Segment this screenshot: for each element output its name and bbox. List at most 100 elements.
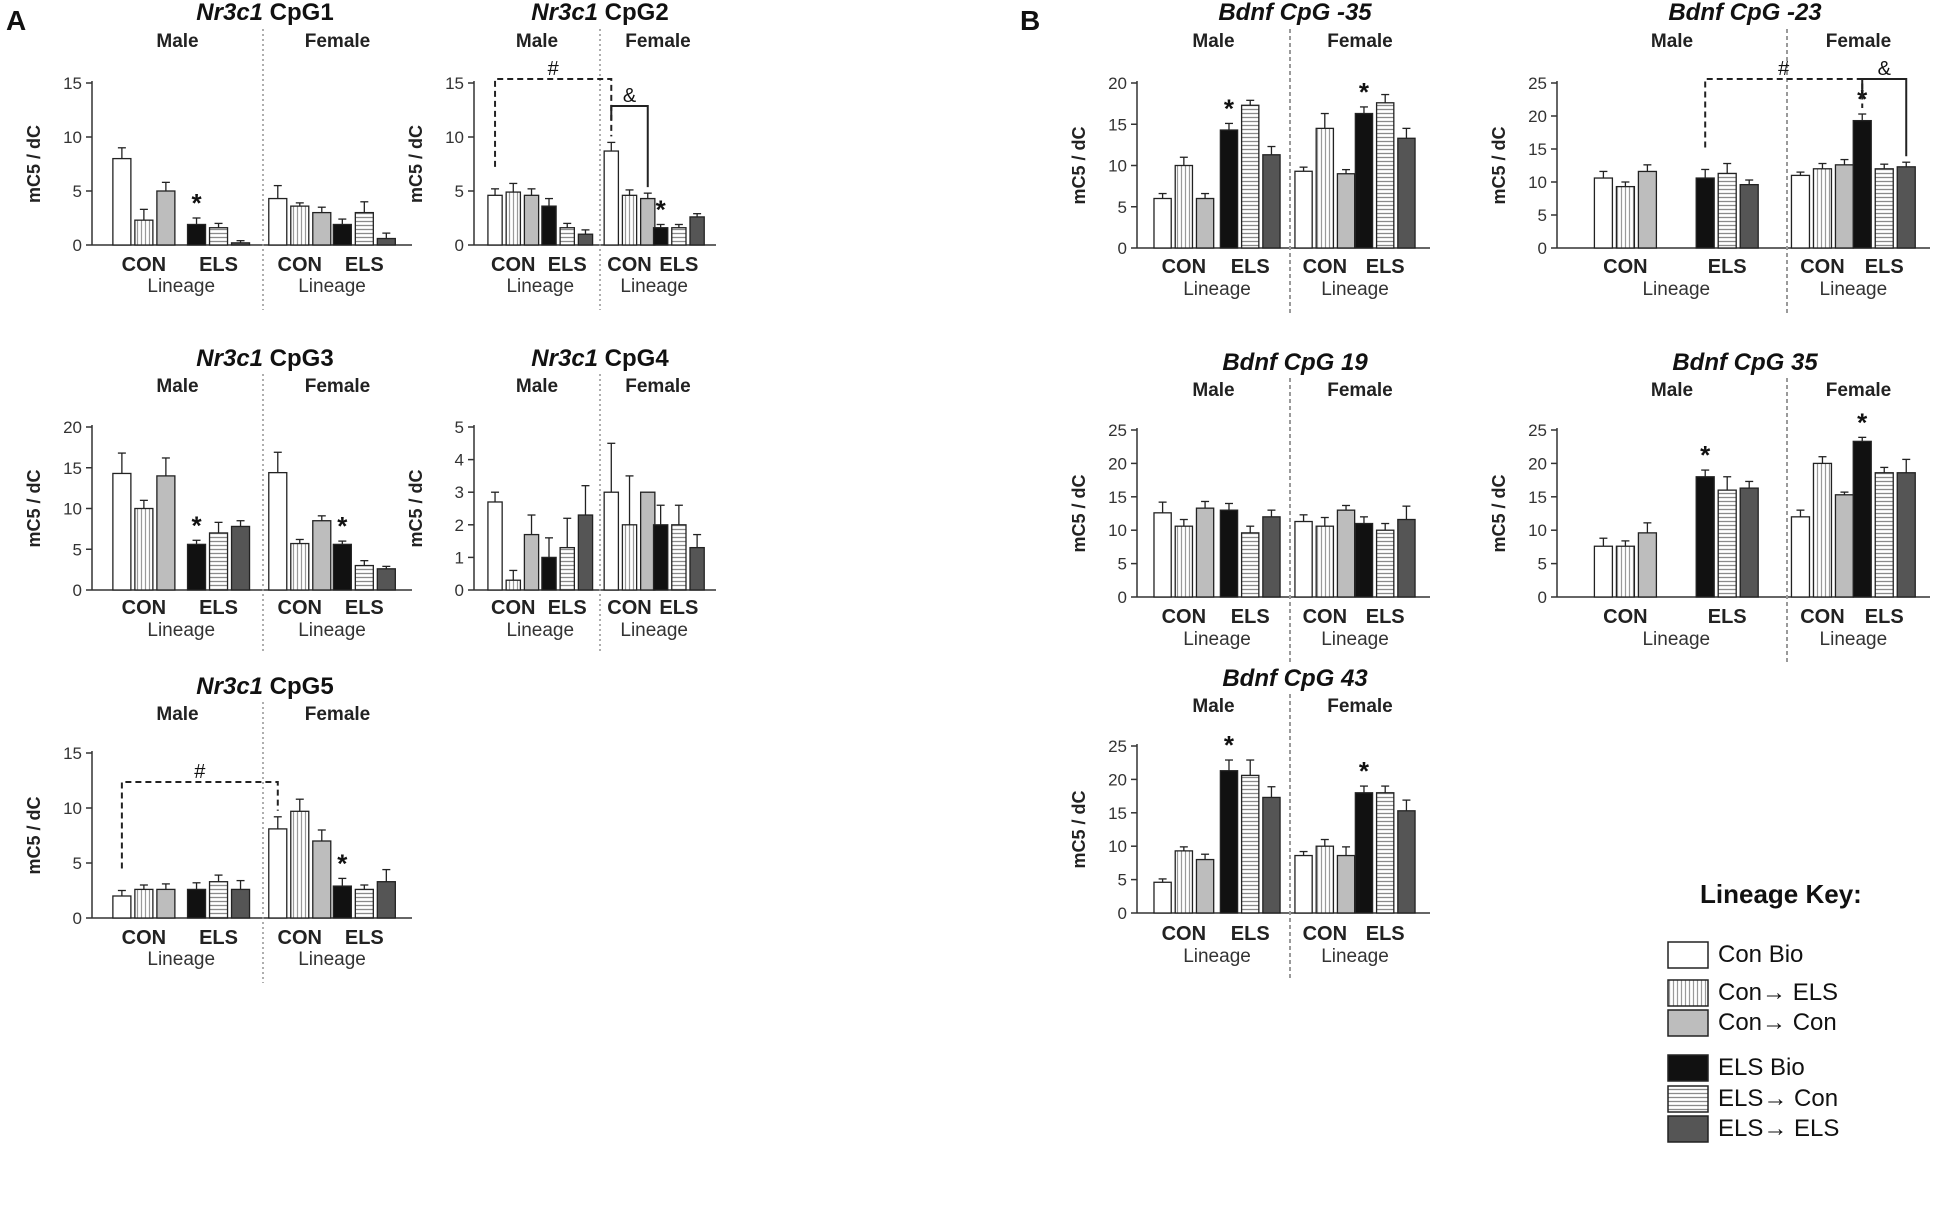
group-label: ELS <box>548 254 587 276</box>
bar <box>156 475 176 591</box>
bar <box>134 888 154 919</box>
bar <box>1615 185 1636 249</box>
bar <box>1637 170 1658 249</box>
y-tick-label: 2 <box>455 516 464 535</box>
significance-bracket <box>120 781 279 869</box>
chart-title-gene: Nr3c1 <box>196 345 263 372</box>
y-axis-label: mC5 / dC <box>24 469 44 547</box>
x-axis-label: Lineage <box>506 620 574 641</box>
bar <box>1240 774 1260 914</box>
bar <box>1790 516 1811 598</box>
y-tick-label: 10 <box>1108 157 1127 176</box>
group-label: CON <box>1800 606 1844 628</box>
group-label: ELS <box>1708 606 1747 628</box>
y-tick-label: 20 <box>1528 107 1547 126</box>
group-label: ELS <box>1708 256 1747 278</box>
chart-3: Nr3c1 CpG3 Male Female 0 5 10 15 20 mC5 / dC CON E… <box>24 345 412 654</box>
bar <box>290 205 310 246</box>
sex-label-male: Male <box>1192 696 1234 717</box>
bar <box>639 197 656 246</box>
significance-star: * <box>191 510 202 540</box>
bar <box>1896 166 1916 249</box>
bar <box>541 556 557 591</box>
bar <box>1219 129 1239 249</box>
bar <box>1852 119 1872 249</box>
bar <box>1153 512 1172 598</box>
y-tick-label: 5 <box>1538 555 1547 574</box>
y-tick-label: 10 <box>63 500 82 519</box>
bar <box>134 219 154 246</box>
y-tick-label: 25 <box>1108 421 1127 440</box>
bar <box>621 194 638 246</box>
group-label: CON <box>607 254 651 276</box>
significance-bracket <box>494 78 613 167</box>
bar <box>186 888 207 919</box>
bar <box>332 885 352 919</box>
y-tick-label: 0 <box>73 909 82 928</box>
bar <box>332 543 352 591</box>
bar <box>487 501 503 591</box>
chart-title-gene: Nr3c1 <box>196 0 263 26</box>
y-axis-label: mC5 / dC <box>24 125 44 203</box>
chart-title-gene: Nr3c1 <box>531 0 598 26</box>
y-tick-label: 5 <box>73 854 82 873</box>
group-label: ELS <box>659 597 698 619</box>
bar <box>134 507 154 591</box>
chart-title: Nr3c1 CpG3 <box>196 345 333 372</box>
y-tick-label: 5 <box>1538 206 1547 225</box>
sex-label-female: Female <box>1826 380 1891 401</box>
bar <box>354 211 374 246</box>
y-tick-label: 0 <box>1538 588 1547 607</box>
chart-title: Bdnf CpG -23 <box>1668 0 1822 26</box>
panel-label-b: B <box>1020 5 1040 36</box>
chart-title: Bdnf CpG -35 <box>1218 0 1372 26</box>
y-tick-label: 5 <box>73 540 82 559</box>
bar <box>312 520 332 591</box>
legend-label: Con→ Con <box>1718 1009 1837 1036</box>
group-label: CON <box>607 597 651 619</box>
group-label: CON <box>1603 606 1647 628</box>
significance-star: * <box>1224 93 1235 123</box>
bar <box>230 242 251 246</box>
bar <box>1219 509 1239 598</box>
bar <box>1174 850 1194 914</box>
bar <box>1593 177 1614 249</box>
chart-title: Nr3c1 CpG1 <box>196 0 333 26</box>
y-tick-label: 15 <box>63 74 82 93</box>
bar <box>1336 173 1356 249</box>
y-tick-label: 0 <box>455 236 464 255</box>
group-label: ELS <box>345 597 384 619</box>
legend-swatch <box>1667 1085 1709 1113</box>
bar <box>1812 462 1833 598</box>
group-label: CON <box>1303 256 1347 278</box>
group-label: ELS <box>1865 256 1904 278</box>
chart-title-gene: Nr3c1 <box>531 345 598 372</box>
chart-title-gene: Bdnf CpG -23 <box>1668 0 1822 26</box>
y-axis-label: mC5 / dC <box>1069 790 1089 868</box>
y-tick-label: 4 <box>455 451 464 470</box>
sex-label-male: Male <box>1651 31 1693 52</box>
bar <box>1397 810 1416 914</box>
bracket-label: # <box>194 761 206 783</box>
bar <box>1593 545 1614 598</box>
sex-label-female: Female <box>1327 380 1392 401</box>
x-axis-label: Lineage <box>620 620 688 641</box>
y-axis-label: mC5 / dC <box>1069 126 1089 204</box>
bar <box>208 227 229 246</box>
bar <box>1174 525 1194 598</box>
bar <box>1695 476 1715 598</box>
bar <box>1315 127 1335 249</box>
y-tick-label: 15 <box>445 74 464 93</box>
significance-star: * <box>1224 730 1235 760</box>
bar <box>1354 112 1374 249</box>
significance-bracket <box>1861 78 1908 157</box>
group-label: CON <box>1303 923 1347 945</box>
bar <box>639 491 656 591</box>
chart-title: Nr3c1 CpG2 <box>531 0 668 26</box>
y-tick-label: 0 <box>1118 588 1127 607</box>
legend-swatch <box>1667 1009 1709 1037</box>
legend-swatch <box>1667 979 1709 1007</box>
group-label: CON <box>122 927 166 949</box>
bar <box>559 546 576 591</box>
x-axis-label: Lineage <box>298 620 366 641</box>
